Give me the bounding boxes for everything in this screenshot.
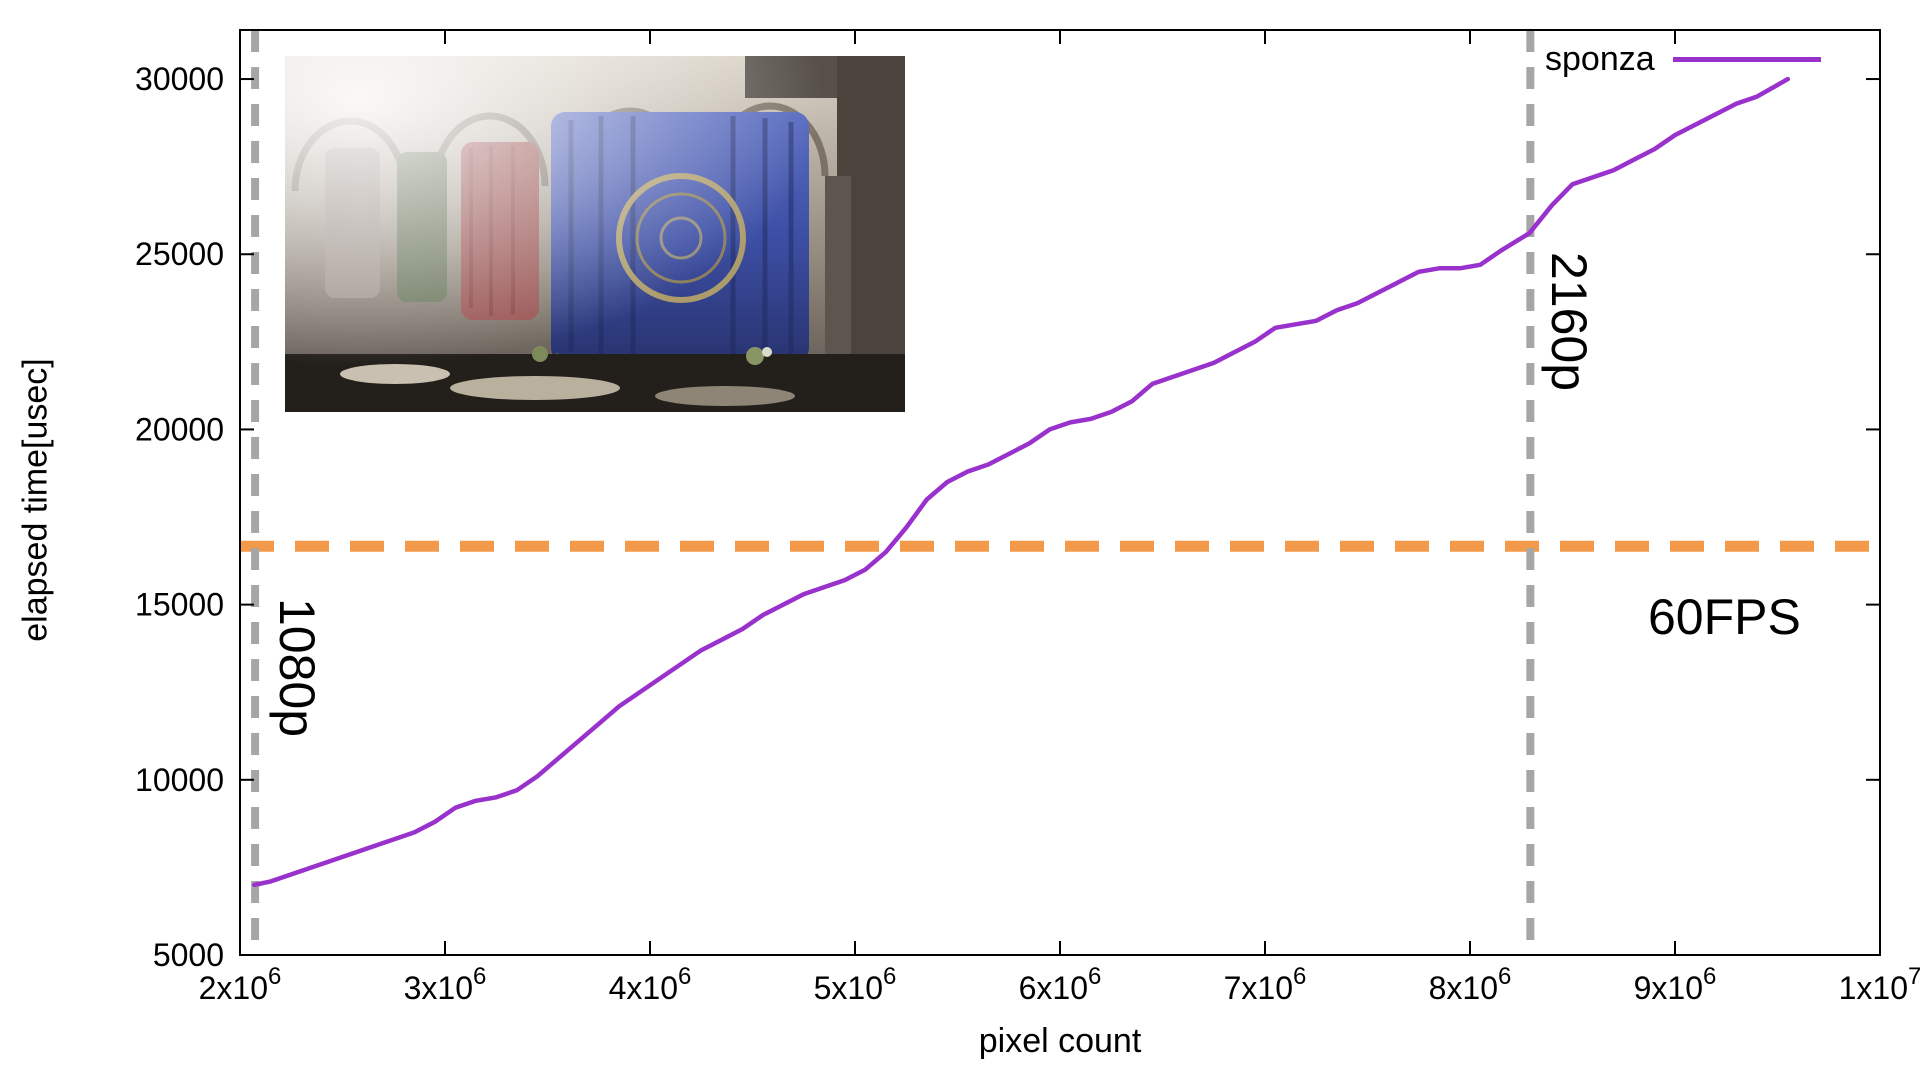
- x-tick-label: 2x106: [199, 963, 282, 1006]
- y-tick-label: 20000: [135, 411, 224, 447]
- legend: sponza: [1545, 40, 1821, 79]
- y-tick-label: 10000: [135, 762, 224, 798]
- legend-label: sponza: [1545, 40, 1655, 78]
- x-tick-label: 4x106: [609, 963, 692, 1006]
- x-tick-label: 5x106: [814, 963, 897, 1006]
- x-tick-label: 3x106: [404, 963, 487, 1006]
- y-axis-label: elapsed time[usec]: [16, 358, 55, 642]
- sponza-scene-art: [285, 56, 905, 412]
- y-tick-label: 30000: [135, 61, 224, 97]
- y-tick-label: 25000: [135, 236, 224, 272]
- x-tick-label: 7x106: [1224, 963, 1307, 1006]
- legend-line-swatch: [1672, 57, 1821, 62]
- y-tick-label: 15000: [135, 587, 224, 623]
- annotation-60fps: 60FPS: [1648, 589, 1801, 645]
- sponza-inset-image: [285, 56, 905, 412]
- series-sponza: [252, 76, 1791, 888]
- x-axis-label: pixel count: [978, 1022, 1142, 1060]
- annotation-1080p: 1080p: [269, 598, 325, 738]
- x-tick-label: 1x107: [1839, 963, 1920, 1006]
- y-tick-label: 5000: [153, 937, 224, 973]
- x-tick-label: 8x106: [1429, 963, 1512, 1006]
- x-tick-label: 6x106: [1019, 963, 1102, 1006]
- annotation-2160p: 2160p: [1541, 252, 1597, 392]
- x-tick-label: 9x106: [1634, 963, 1717, 1006]
